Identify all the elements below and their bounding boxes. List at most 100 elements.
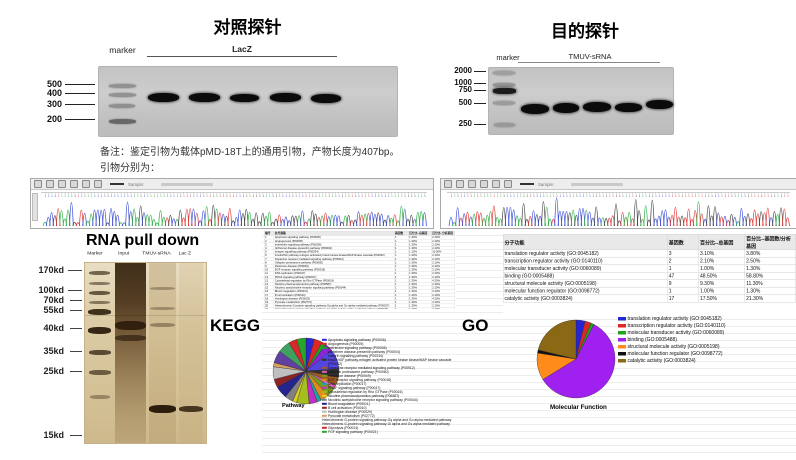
chromatogram-control: Sample: xyxy=(30,178,434,229)
legend-item: Parkinson disease (P00049) xyxy=(322,374,460,378)
pulldown-lane-labels: Marker Input TMUV-sRNA Lac Z xyxy=(84,250,205,256)
target-ladder-500: 500 xyxy=(458,98,472,107)
legend-swatch xyxy=(322,346,327,349)
legend-item: Pyruvate metabolism (P02772) xyxy=(322,414,460,418)
table-header: 编号 xyxy=(264,231,275,236)
pulldown-lacz-lane xyxy=(179,263,203,443)
pulldown-gel-image xyxy=(84,262,207,444)
kd-40: 40kd xyxy=(43,323,64,333)
legend-swatch xyxy=(618,324,626,328)
table-header: 百分比--分析基因 xyxy=(431,231,455,236)
kegg-pathway-table: 编号 信号通路 基因数 百分比--总基因 百分比--分析基因 1 Apoptosis sig… xyxy=(264,231,455,309)
trace-toolbar-icon[interactable] xyxy=(70,180,78,188)
table-header: 百分比--基因数/分析基因 xyxy=(744,234,796,250)
legend-label: B cell activation (P00010) xyxy=(328,406,367,411)
legend-label: binding (GO:0005488) xyxy=(627,337,677,343)
trace-toolbar-icon[interactable] xyxy=(504,180,512,188)
lane-label-lacz: Lac Z xyxy=(178,250,191,256)
legend-label: Insulin/IGF pathway-mitogen activated pr… xyxy=(328,358,452,367)
kd-15: 15kd xyxy=(43,430,64,440)
trace-toolbar-icon[interactable] xyxy=(58,180,66,188)
control-ladder-200: 200 xyxy=(46,114,62,124)
legend-label: structural molecule activity (GO:0005198… xyxy=(627,344,720,350)
table-row: catalytic activity (GO:0003824) 17 17.50% 2… xyxy=(503,294,796,303)
kd-100: 100kd xyxy=(38,285,64,295)
target-marker-label: marker xyxy=(496,53,520,62)
table-row: 7 Dopamine receptor mediated signaling pa… xyxy=(264,256,455,261)
trace-toolbar-icon[interactable] xyxy=(456,180,464,188)
trace-toolbar-icon[interactable] xyxy=(94,180,102,188)
go-table-wrap: 分子功能 基因数 百分比--总基因 百分比--基因数/分析基因 translation … xyxy=(503,234,796,316)
trace-sample-label: Sample: xyxy=(128,181,145,187)
pulldown-tmuv-lane xyxy=(149,263,176,443)
legend-item: PDGF signaling pathway (P00047) xyxy=(322,386,460,390)
table-row: binding (GO:0005488) 47 48.50% 58.80% xyxy=(503,272,796,280)
legend-swatch xyxy=(322,338,327,341)
pulldown-ladder: 170kd 100kd 70kd 55kd 40kd 35kd 25kd 15k… xyxy=(18,262,82,460)
legend-item: DNA replication (P00017) xyxy=(322,382,460,386)
go-pie-caption-wrap: Molecular Function xyxy=(535,404,655,415)
legend-label: Angiogenesis (P00005) xyxy=(328,342,364,347)
legend-label: FGF signaling pathway (P00021) xyxy=(328,430,378,435)
lane-label-marker: Marker xyxy=(87,250,103,256)
legend-label: Ubiquitin proteasome pathway (P00060) xyxy=(328,370,389,375)
table-header: 百分比--总基因 xyxy=(698,234,746,250)
legend-item: Interleukin signaling pathway (P00036) xyxy=(322,346,460,350)
note-line-1: 备注：鉴定引物为载体pMD-18T上的通用引物，产物长度为407bp。 xyxy=(100,147,400,158)
legend-swatch xyxy=(322,402,327,405)
legend-swatch xyxy=(322,406,327,409)
control-group-underline xyxy=(147,56,337,57)
control-ladder-500: 500 xyxy=(46,79,62,89)
chromatogram-target: Sample: xyxy=(440,178,796,229)
table-row: 11 DNA replication (P00017) 1 1.30% 2.10% xyxy=(264,271,455,276)
legend-label: Huntington disease (P00029) xyxy=(328,410,373,415)
legend-item: FGF signaling pathway (P00021) xyxy=(322,430,460,434)
legend-swatch xyxy=(322,426,327,429)
legend-item: Blood coagulation (P00011) xyxy=(322,402,460,406)
control-gel-image xyxy=(98,66,398,137)
target-probe-title: 目的探针 xyxy=(551,22,619,41)
legend-label: Cytoskeletal regulation by Rho GTPase (P… xyxy=(328,390,403,395)
table-row: 10 EGF receptor signaling pathway (P00018… xyxy=(264,267,455,272)
legend-label: Glycolysis (P00024) xyxy=(328,426,359,431)
trace-toolbar-icon[interactable] xyxy=(46,180,54,188)
trace-toolbar-icon[interactable] xyxy=(444,180,452,188)
legend-swatch xyxy=(322,354,327,357)
legend-item: Ubiquitin proteasome pathway (P00060) xyxy=(322,370,460,374)
trace-toolbar-icon[interactable] xyxy=(492,180,500,188)
legend-swatch xyxy=(618,338,626,342)
go-pie-chart xyxy=(536,319,616,399)
sequencing-trace xyxy=(447,192,790,227)
kd-55: 55kd xyxy=(43,305,64,315)
legend-item: transcription regulator activity (GO:014… xyxy=(618,323,796,330)
legend-item: Glycolysis (P00024) xyxy=(322,426,460,430)
control-ladder-300: 300 xyxy=(46,99,62,109)
legend-swatch xyxy=(322,398,327,401)
legend-swatch xyxy=(322,374,327,377)
legend-swatch xyxy=(618,359,626,363)
table-row: transcription regulator activity (GO:014… xyxy=(503,257,796,265)
trace-toolbar-icon[interactable] xyxy=(468,180,476,188)
kegg-pie-caption-wrap: Pathway xyxy=(282,402,362,412)
pie-slice xyxy=(542,324,616,399)
table-row: 21Heterotrimeric G-protein signaling pat… xyxy=(264,307,455,309)
table-header: 基因数 xyxy=(393,231,409,236)
control-group-label: LacZ xyxy=(232,44,252,54)
control-ladder-400: 400 xyxy=(46,88,62,98)
legend-item: molecular transducer activity (GO:006008… xyxy=(618,330,796,337)
pulldown-title: RNA pull down xyxy=(86,232,200,249)
legend-label: Dopamine receptor mediated signaling pat… xyxy=(328,366,415,371)
legend-label: Parkinson disease (P00049) xyxy=(328,374,371,379)
trace-toolbar-icon[interactable] xyxy=(82,180,90,188)
legend-swatch xyxy=(322,430,327,433)
legend-item: Dopamine receptor mediated signaling pat… xyxy=(322,366,460,370)
legend-item: catalytic activity (GO:0003824) xyxy=(618,358,796,365)
legend-label: Heterotrimeric G-protein signaling pathw… xyxy=(322,422,450,427)
legend-item: Heterotrimeric G-protein signaling pathw… xyxy=(322,422,460,426)
trace-toolbar-icon[interactable] xyxy=(480,180,488,188)
target-group-label: TMUV-sRNA xyxy=(568,52,612,61)
table-row: translation regulator activity (GO:00451… xyxy=(503,249,796,258)
trace-scrollbar[interactable] xyxy=(32,193,38,221)
trace-toolbar-icon[interactable] xyxy=(34,180,42,188)
target-ladder-1000: 1000 xyxy=(454,78,472,87)
